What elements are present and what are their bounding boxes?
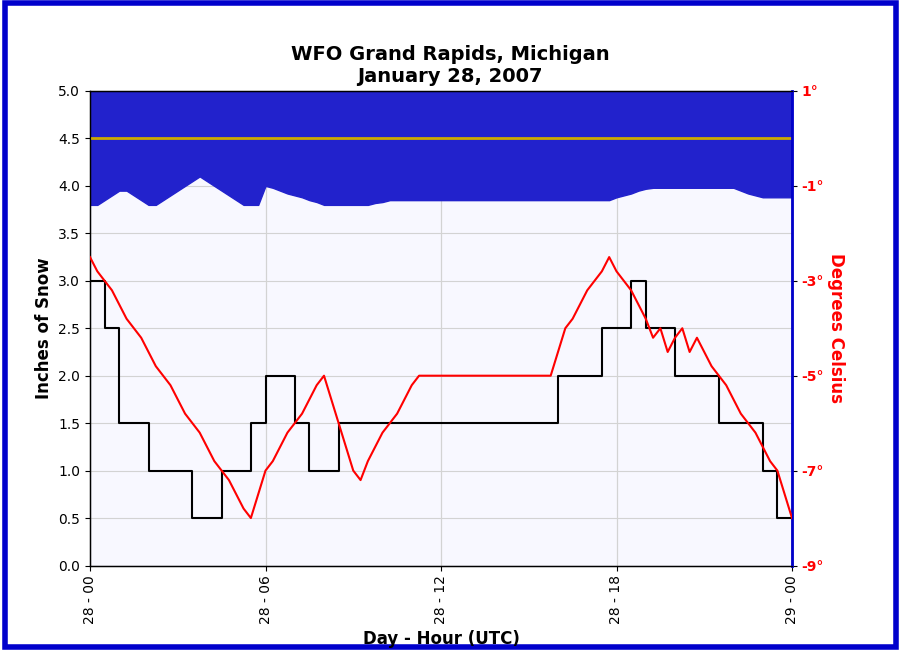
Y-axis label: Degrees Celsius: Degrees Celsius bbox=[827, 254, 845, 403]
Y-axis label: Inches of Snow: Inches of Snow bbox=[35, 257, 53, 399]
X-axis label: Day - Hour (UTC): Day - Hour (UTC) bbox=[363, 630, 519, 648]
Text: WFO Grand Rapids, Michigan
January 28, 2007: WFO Grand Rapids, Michigan January 28, 2… bbox=[291, 46, 609, 86]
